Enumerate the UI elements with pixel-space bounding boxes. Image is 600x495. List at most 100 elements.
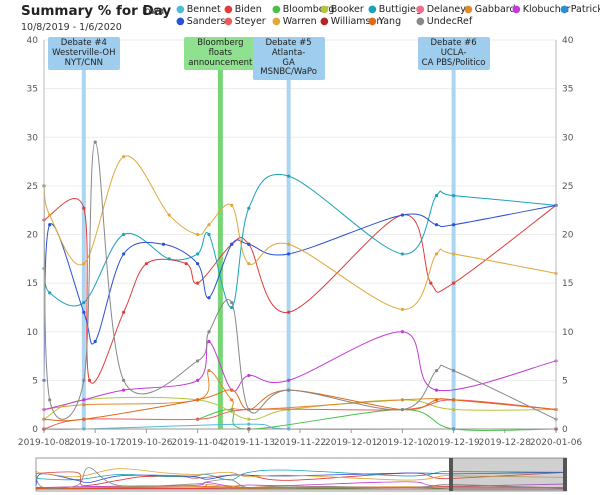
data-point (452, 407, 456, 412)
y-tick-label-left: 20 (27, 231, 39, 241)
y-tick-label-right: 25 (562, 182, 573, 192)
y-tick-label-right: 15 (562, 279, 573, 289)
legend-item[interactable]: ● Yang (368, 16, 401, 27)
legend-item[interactable]: ● Steyer (224, 16, 266, 27)
x-tick-label: 2019-12-28 (479, 438, 532, 448)
event-label-line: Debate #6 UCLA- (430, 38, 477, 58)
data-point (167, 257, 171, 261)
data-point (122, 388, 126, 392)
x-tick-label: 2020-01-06 (530, 438, 583, 448)
legend-swatch: ● (224, 4, 233, 15)
data-point (287, 388, 291, 392)
legend-item[interactable]: ● Bloomberg (272, 4, 334, 15)
legend-label: Buttigieg (378, 4, 422, 15)
data-point (48, 223, 52, 227)
data-point (122, 155, 126, 159)
event-band (217, 40, 223, 429)
legend-swatch: ● (272, 16, 281, 27)
data-point (247, 242, 251, 246)
legend: ● Bennet ● Biden ● Bloomberg ● Booker ● Buttigieg… (176, 4, 600, 30)
x-tick-label: 2019-12-10 (376, 438, 429, 448)
legend-item[interactable]: ● Delaney (416, 4, 466, 15)
data-point (87, 378, 92, 382)
event-label-line: NYT/CNN (64, 57, 103, 68)
legend-label: Steyer (234, 16, 266, 27)
y-tick-label-right: 0 (562, 425, 568, 435)
data-point (207, 223, 211, 227)
event-label-line: GA MSNBC/WaPo (260, 57, 317, 78)
navigator-selection (451, 458, 566, 491)
y-tick-label-left: 0 (32, 425, 38, 435)
legend-swatch: ● (320, 4, 329, 15)
data-point (400, 213, 404, 217)
data-point (247, 373, 251, 378)
data-point (196, 281, 200, 285)
navigator-line (35, 467, 567, 489)
data-point (196, 417, 200, 421)
series-line (43, 155, 557, 310)
legend-item[interactable]: ● Biden (224, 4, 262, 15)
data-point (434, 388, 439, 392)
y-tick-label-left: 35 (27, 85, 38, 95)
y-tick-label-right: 40 (562, 36, 574, 46)
data-point (400, 252, 404, 256)
legend-item[interactable]: ● Klobuchar (512, 4, 570, 15)
legend-label: Warren (282, 16, 317, 27)
legend-swatch: ● (368, 16, 377, 27)
legend-item[interactable]: ● Patrick (560, 4, 600, 15)
series-line (43, 141, 557, 420)
legend-swatch: ● (464, 4, 473, 15)
data-point (207, 339, 211, 344)
legend-item[interactable]: ● UndecRef (416, 16, 472, 27)
data-point (196, 378, 200, 382)
range-navigator (35, 457, 567, 492)
legend-item[interactable]: ● Sanders (176, 16, 225, 27)
data-point (196, 359, 200, 363)
event-label: Bloomberg floats announcement (184, 37, 257, 71)
data-point (82, 398, 86, 402)
data-point (230, 398, 234, 402)
event-label-line: Westerville-OH (52, 47, 116, 58)
y-tick-label-left: 5 (32, 376, 38, 386)
legend-item[interactable]: ● Booker (320, 4, 364, 15)
y-tick-label-left: 25 (27, 182, 38, 192)
navigator-line (35, 471, 567, 486)
x-tick-label: 2019-11-04 (171, 438, 224, 448)
event-label-line: announcement (188, 57, 253, 68)
data-point (48, 213, 52, 217)
legend-label: UndecRef (426, 16, 473, 27)
legend-item[interactable]: ● Williamson (320, 16, 382, 27)
data-point (82, 403, 86, 407)
x-tick-label: 2019-12-01 (325, 438, 377, 448)
y-tick-label-left: 40 (27, 36, 39, 46)
legend-item[interactable]: ● Gabbard (464, 4, 516, 15)
y-tick-label-left: 10 (27, 328, 39, 338)
data-point (287, 378, 291, 382)
data-point (400, 407, 404, 412)
y-tick-label-right: 20 (562, 231, 574, 241)
legend-item[interactable]: ● Warren (272, 16, 317, 27)
y-tick-label-right: 10 (562, 328, 574, 338)
data-point (207, 369, 211, 373)
x-tick-label: 2019-12-19 (427, 438, 480, 448)
legend-label: Patrick (570, 4, 600, 15)
legend-label: Bloomberg (282, 4, 335, 15)
legend-label: Williamson (330, 16, 383, 27)
data-point (207, 330, 211, 334)
legend-item[interactable]: ● Bennet (176, 4, 221, 15)
legend-item[interactable]: ● Buttigieg (368, 4, 422, 15)
event-band (451, 40, 456, 429)
data-point (434, 194, 439, 198)
legend-label: Bennet (186, 4, 221, 15)
event-bands (81, 40, 456, 429)
data-point (167, 213, 171, 217)
data-point (247, 262, 251, 266)
data-point (82, 378, 86, 382)
x-tick-label: 2019-10-17 (69, 438, 121, 448)
data-point (122, 252, 126, 256)
data-point (230, 388, 234, 392)
series-line (43, 389, 557, 422)
data-point (247, 422, 251, 426)
data-point (230, 242, 234, 246)
data-point (452, 281, 456, 285)
